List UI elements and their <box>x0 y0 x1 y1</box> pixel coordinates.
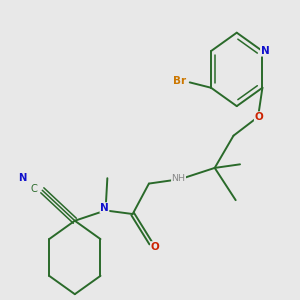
Text: C: C <box>31 184 38 194</box>
Text: Br: Br <box>173 76 186 86</box>
Text: O: O <box>254 112 263 122</box>
Text: NH: NH <box>172 174 186 183</box>
Text: O: O <box>151 242 159 252</box>
Text: N: N <box>261 46 269 56</box>
Text: N: N <box>100 203 109 213</box>
Text: N: N <box>18 173 27 183</box>
